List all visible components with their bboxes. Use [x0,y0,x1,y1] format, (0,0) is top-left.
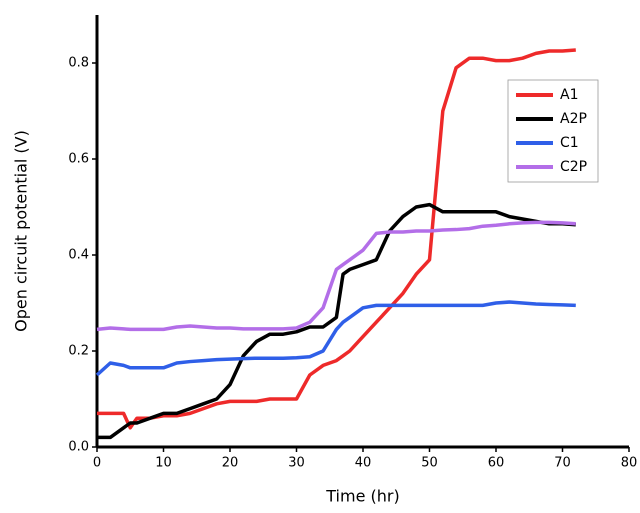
x-tick-label: 40 [355,456,372,471]
x-tick-label: 10 [155,456,172,471]
data-line [96,220,576,332]
y-axis-title: Open circuit potential (V) [12,130,31,332]
y-tick-label: 0.0 [68,440,89,455]
legend-label: A1 [560,87,578,103]
legend-label: C1 [560,135,579,151]
x-tick-label: 60 [488,456,505,471]
data-line [97,48,576,430]
y-tick-label: 0.2 [68,344,89,359]
x-tick-label: 70 [554,456,571,471]
legend-label: A2P [560,111,587,127]
y-tick-label: 0.4 [68,248,89,263]
legend-label: C2P [560,159,587,175]
x-tick-label: 80 [621,456,638,471]
x-axis-title: Time (hr) [325,487,399,506]
x-tick-label: 50 [421,456,438,471]
x-tick-label: 30 [288,456,305,471]
x-tick-label: 0 [93,456,101,471]
data-line [95,300,576,377]
y-tick-label: 0.8 [68,56,89,71]
y-tick-label: 0.6 [68,152,89,167]
x-tick-label: 20 [222,456,239,471]
data-line [97,202,576,440]
